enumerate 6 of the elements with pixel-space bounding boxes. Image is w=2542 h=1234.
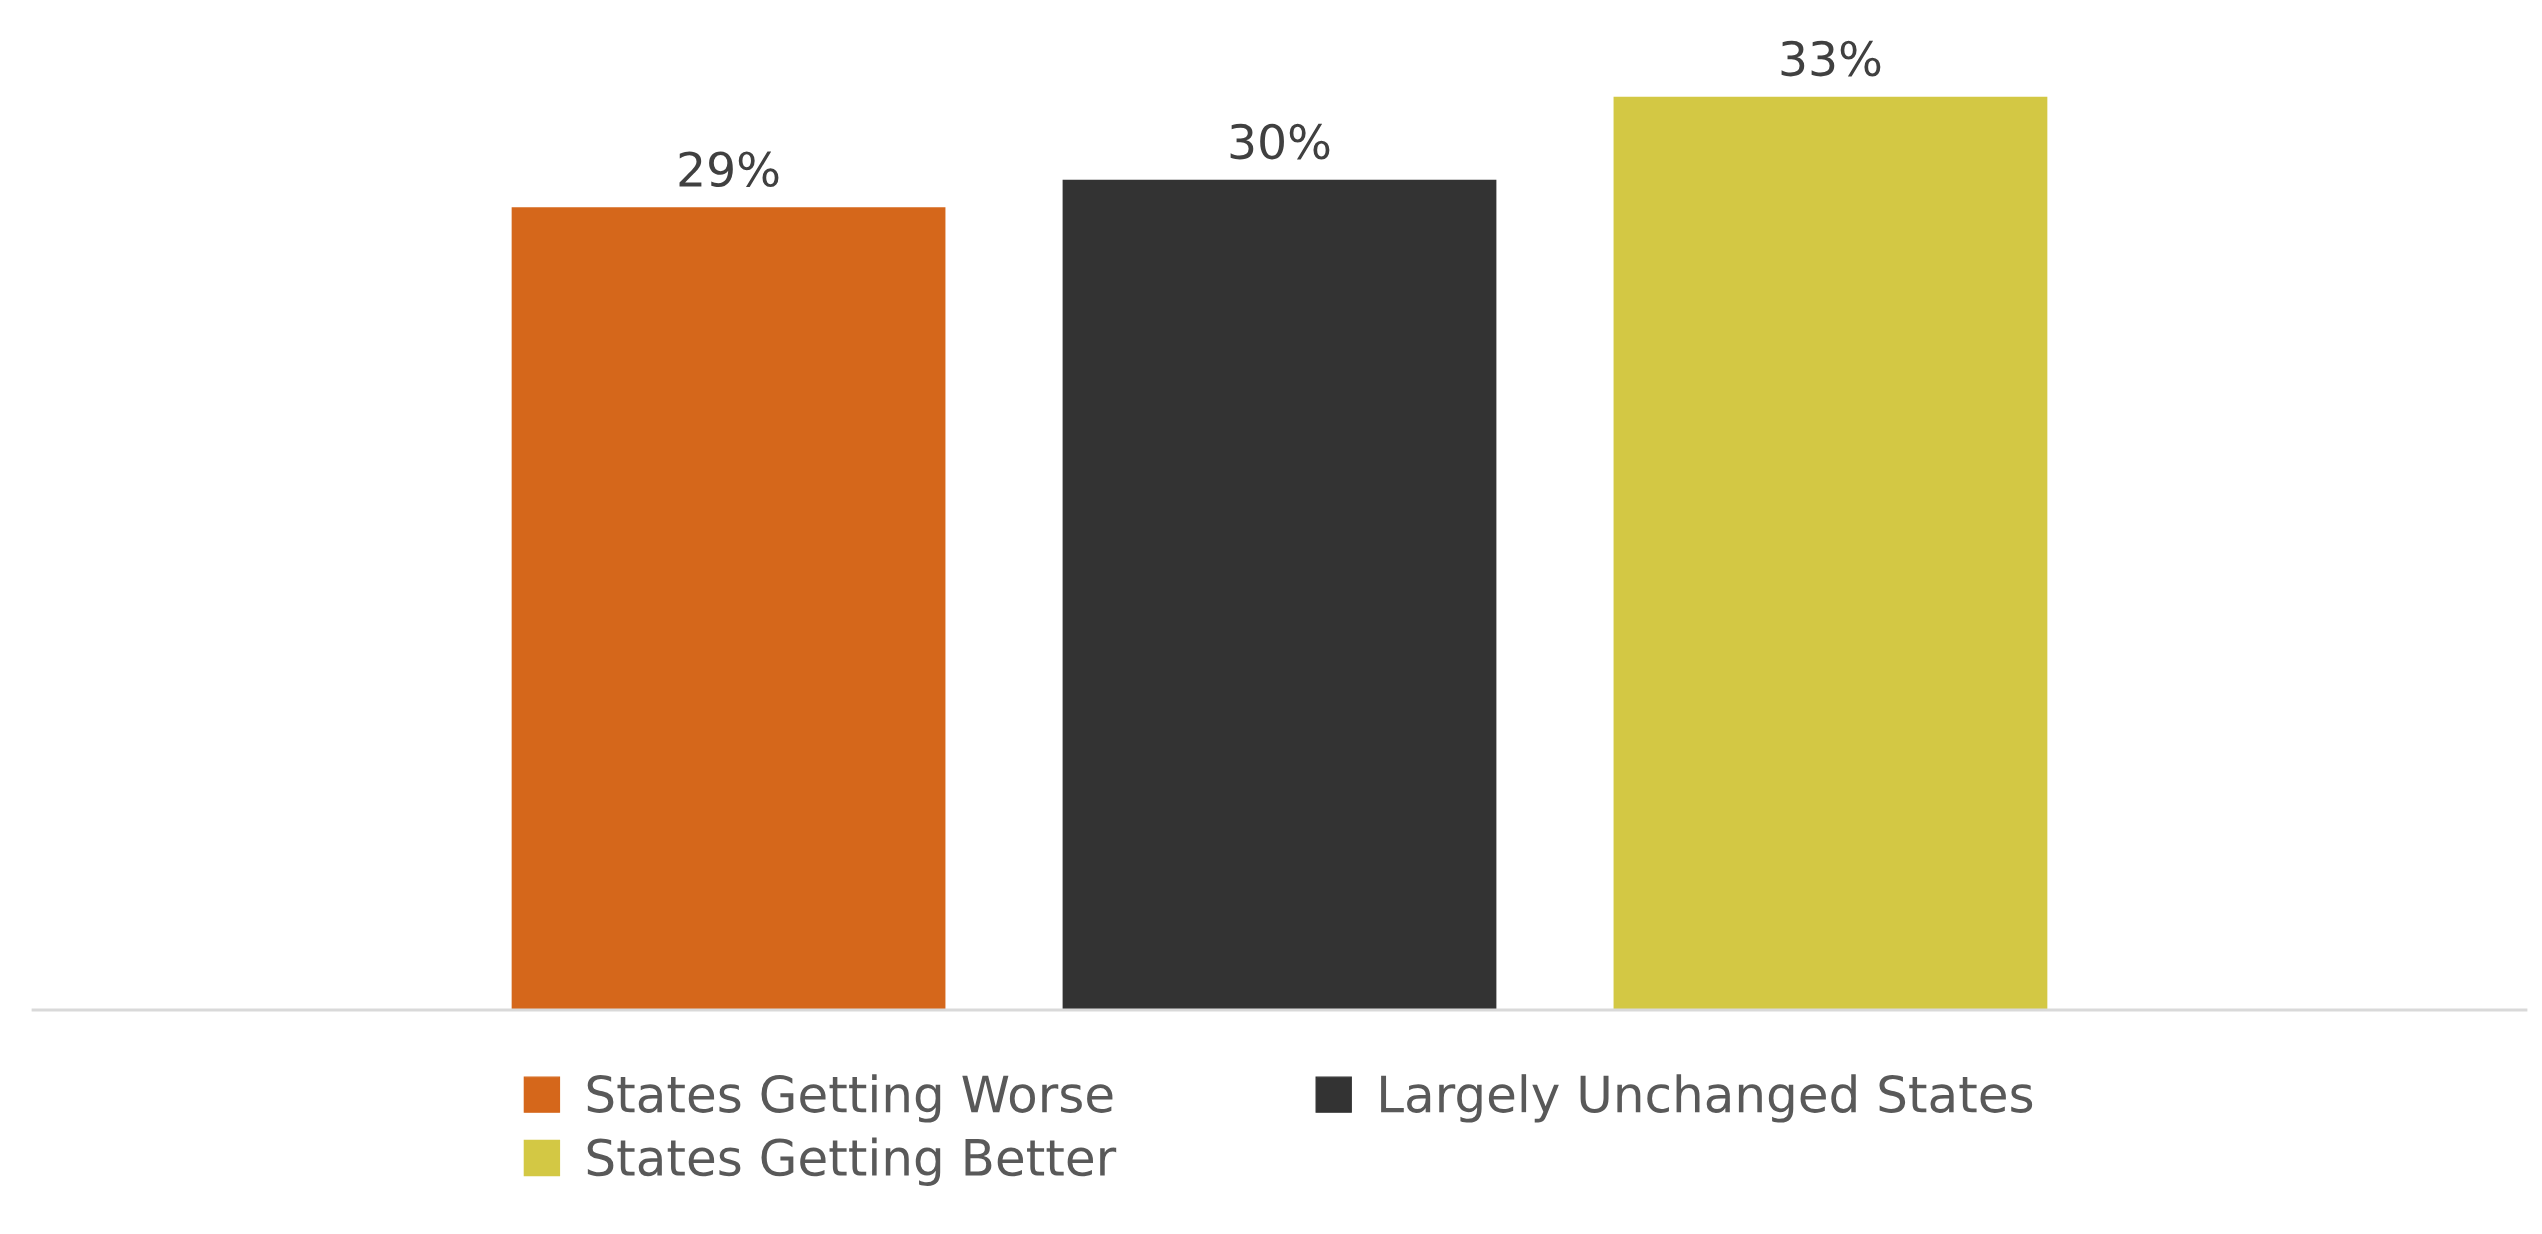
data-label: 30% xyxy=(1230,123,1330,160)
legend-label: Largely Unchanged States xyxy=(1381,1074,2033,1123)
data-label: 29% xyxy=(679,151,779,188)
legend-label: States Getting Worse xyxy=(587,1074,1113,1123)
legend-label: States Getting Better xyxy=(587,1137,1117,1186)
data-label: 33% xyxy=(1781,40,1881,77)
